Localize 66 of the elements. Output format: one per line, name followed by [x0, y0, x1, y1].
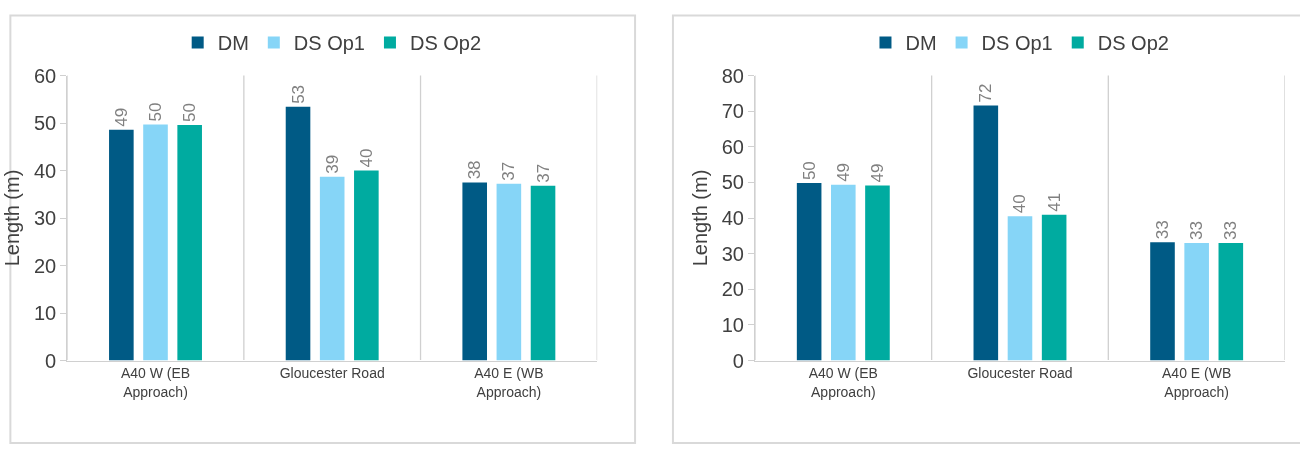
bar — [796, 183, 822, 361]
bar — [143, 124, 168, 361]
bar — [530, 185, 556, 361]
bar — [1184, 242, 1209, 361]
y-tick-label: 10 — [33, 302, 57, 324]
x-tick-label: A40 E (WB Approach) — [1162, 365, 1232, 400]
y-tick-label: 20 — [721, 278, 744, 301]
data-label: 37 — [533, 163, 553, 183]
data-label: 49 — [867, 163, 887, 183]
data-label: 50 — [146, 102, 166, 122]
data-label: 53 — [288, 84, 308, 104]
y-tick-label: 0 — [732, 349, 744, 372]
y-tick-label: 40 — [33, 159, 57, 182]
data-label: 39 — [322, 154, 342, 174]
y-tick-label: 0 — [45, 349, 57, 372]
data-label: 33 — [1187, 221, 1207, 240]
legend-label: DS Op2 — [409, 32, 482, 55]
y-tick-label: 30 — [33, 207, 57, 229]
y-tick-label: 40 — [721, 207, 744, 229]
y-tick-label: 60 — [33, 64, 57, 87]
legend-label: DM — [905, 32, 937, 55]
bar — [1041, 214, 1067, 361]
bar — [354, 170, 379, 361]
bar — [496, 183, 522, 361]
bar — [1218, 242, 1244, 361]
data-label: 49 — [833, 162, 853, 182]
bar — [462, 182, 488, 361]
bar — [831, 184, 856, 361]
legend-label: DM — [217, 32, 249, 55]
data-label: 33 — [1221, 221, 1241, 240]
bar — [973, 105, 999, 361]
y-axis-title: Length (m) — [689, 169, 712, 267]
bar — [177, 124, 202, 361]
legend-label: DS Op2 — [1097, 32, 1169, 55]
bar — [1150, 242, 1175, 361]
y-tick-label: 50 — [721, 171, 744, 194]
y-tick-label: 70 — [721, 100, 744, 123]
y-tick-label: 50 — [33, 112, 57, 134]
x-tick-label: Gloucester Road — [967, 365, 1073, 382]
y-tick-label: 30 — [721, 242, 744, 265]
bar — [865, 185, 890, 361]
x-tick-label: A40 W (EB Approach) — [808, 365, 878, 400]
bar — [319, 176, 345, 361]
data-label: 49 — [111, 107, 131, 127]
y-tick-label: 60 — [721, 135, 744, 158]
x-tick-label: Gloucester Road — [279, 365, 385, 382]
x-tick-label: A40 E (WB Approach) — [474, 365, 544, 400]
data-label: 50 — [180, 102, 200, 122]
y-tick-label: 10 — [721, 313, 744, 336]
legend-label: DS Op1 — [981, 32, 1053, 55]
bar — [285, 106, 311, 361]
data-label: 33 — [1153, 220, 1172, 240]
bar — [109, 129, 134, 361]
y-tick-label: 20 — [33, 254, 57, 277]
data-label: 38 — [465, 160, 485, 180]
data-label: 41 — [1044, 192, 1064, 212]
x-tick-label: A40 W (EB Approach) — [120, 365, 191, 400]
data-label: 50 — [799, 161, 819, 181]
data-label: 72 — [976, 83, 996, 103]
legend-label: DS Op1 — [293, 32, 365, 55]
y-axis-title: Length (m) — [1, 169, 24, 267]
data-label: 40 — [356, 148, 376, 168]
y-tick-label: 80 — [721, 64, 744, 87]
data-label: 37 — [499, 161, 519, 181]
data-label: 40 — [1010, 194, 1030, 214]
bar — [1007, 216, 1033, 361]
